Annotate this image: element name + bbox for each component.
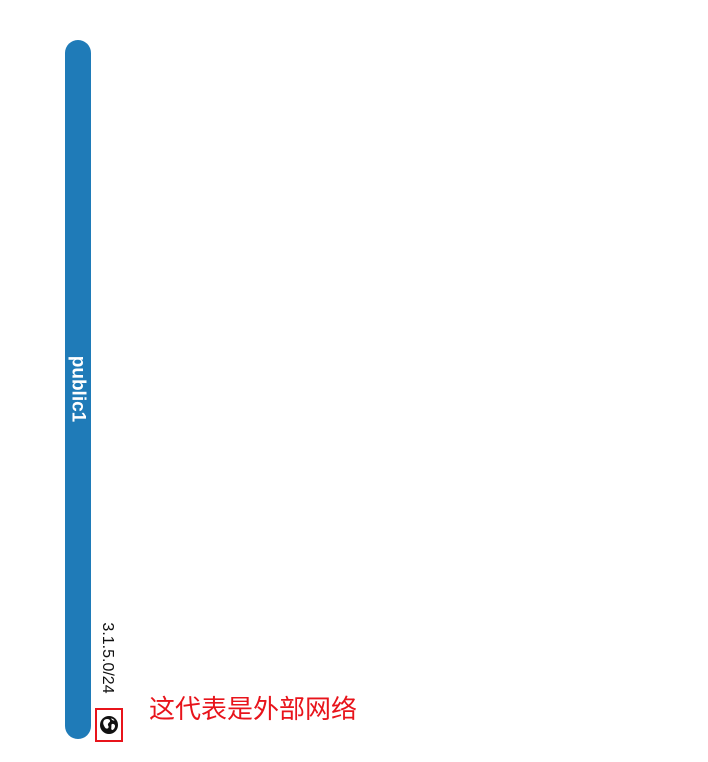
network-name-label: public1	[67, 355, 89, 423]
network-cidr-label: 3.1.5.0/24	[99, 622, 116, 694]
external-network-highlight[interactable]	[95, 708, 123, 742]
network-bar-public1[interactable]	[65, 40, 91, 739]
annotation-text: 这代表是外部网络	[149, 695, 358, 725]
globe-icon	[100, 716, 118, 734]
